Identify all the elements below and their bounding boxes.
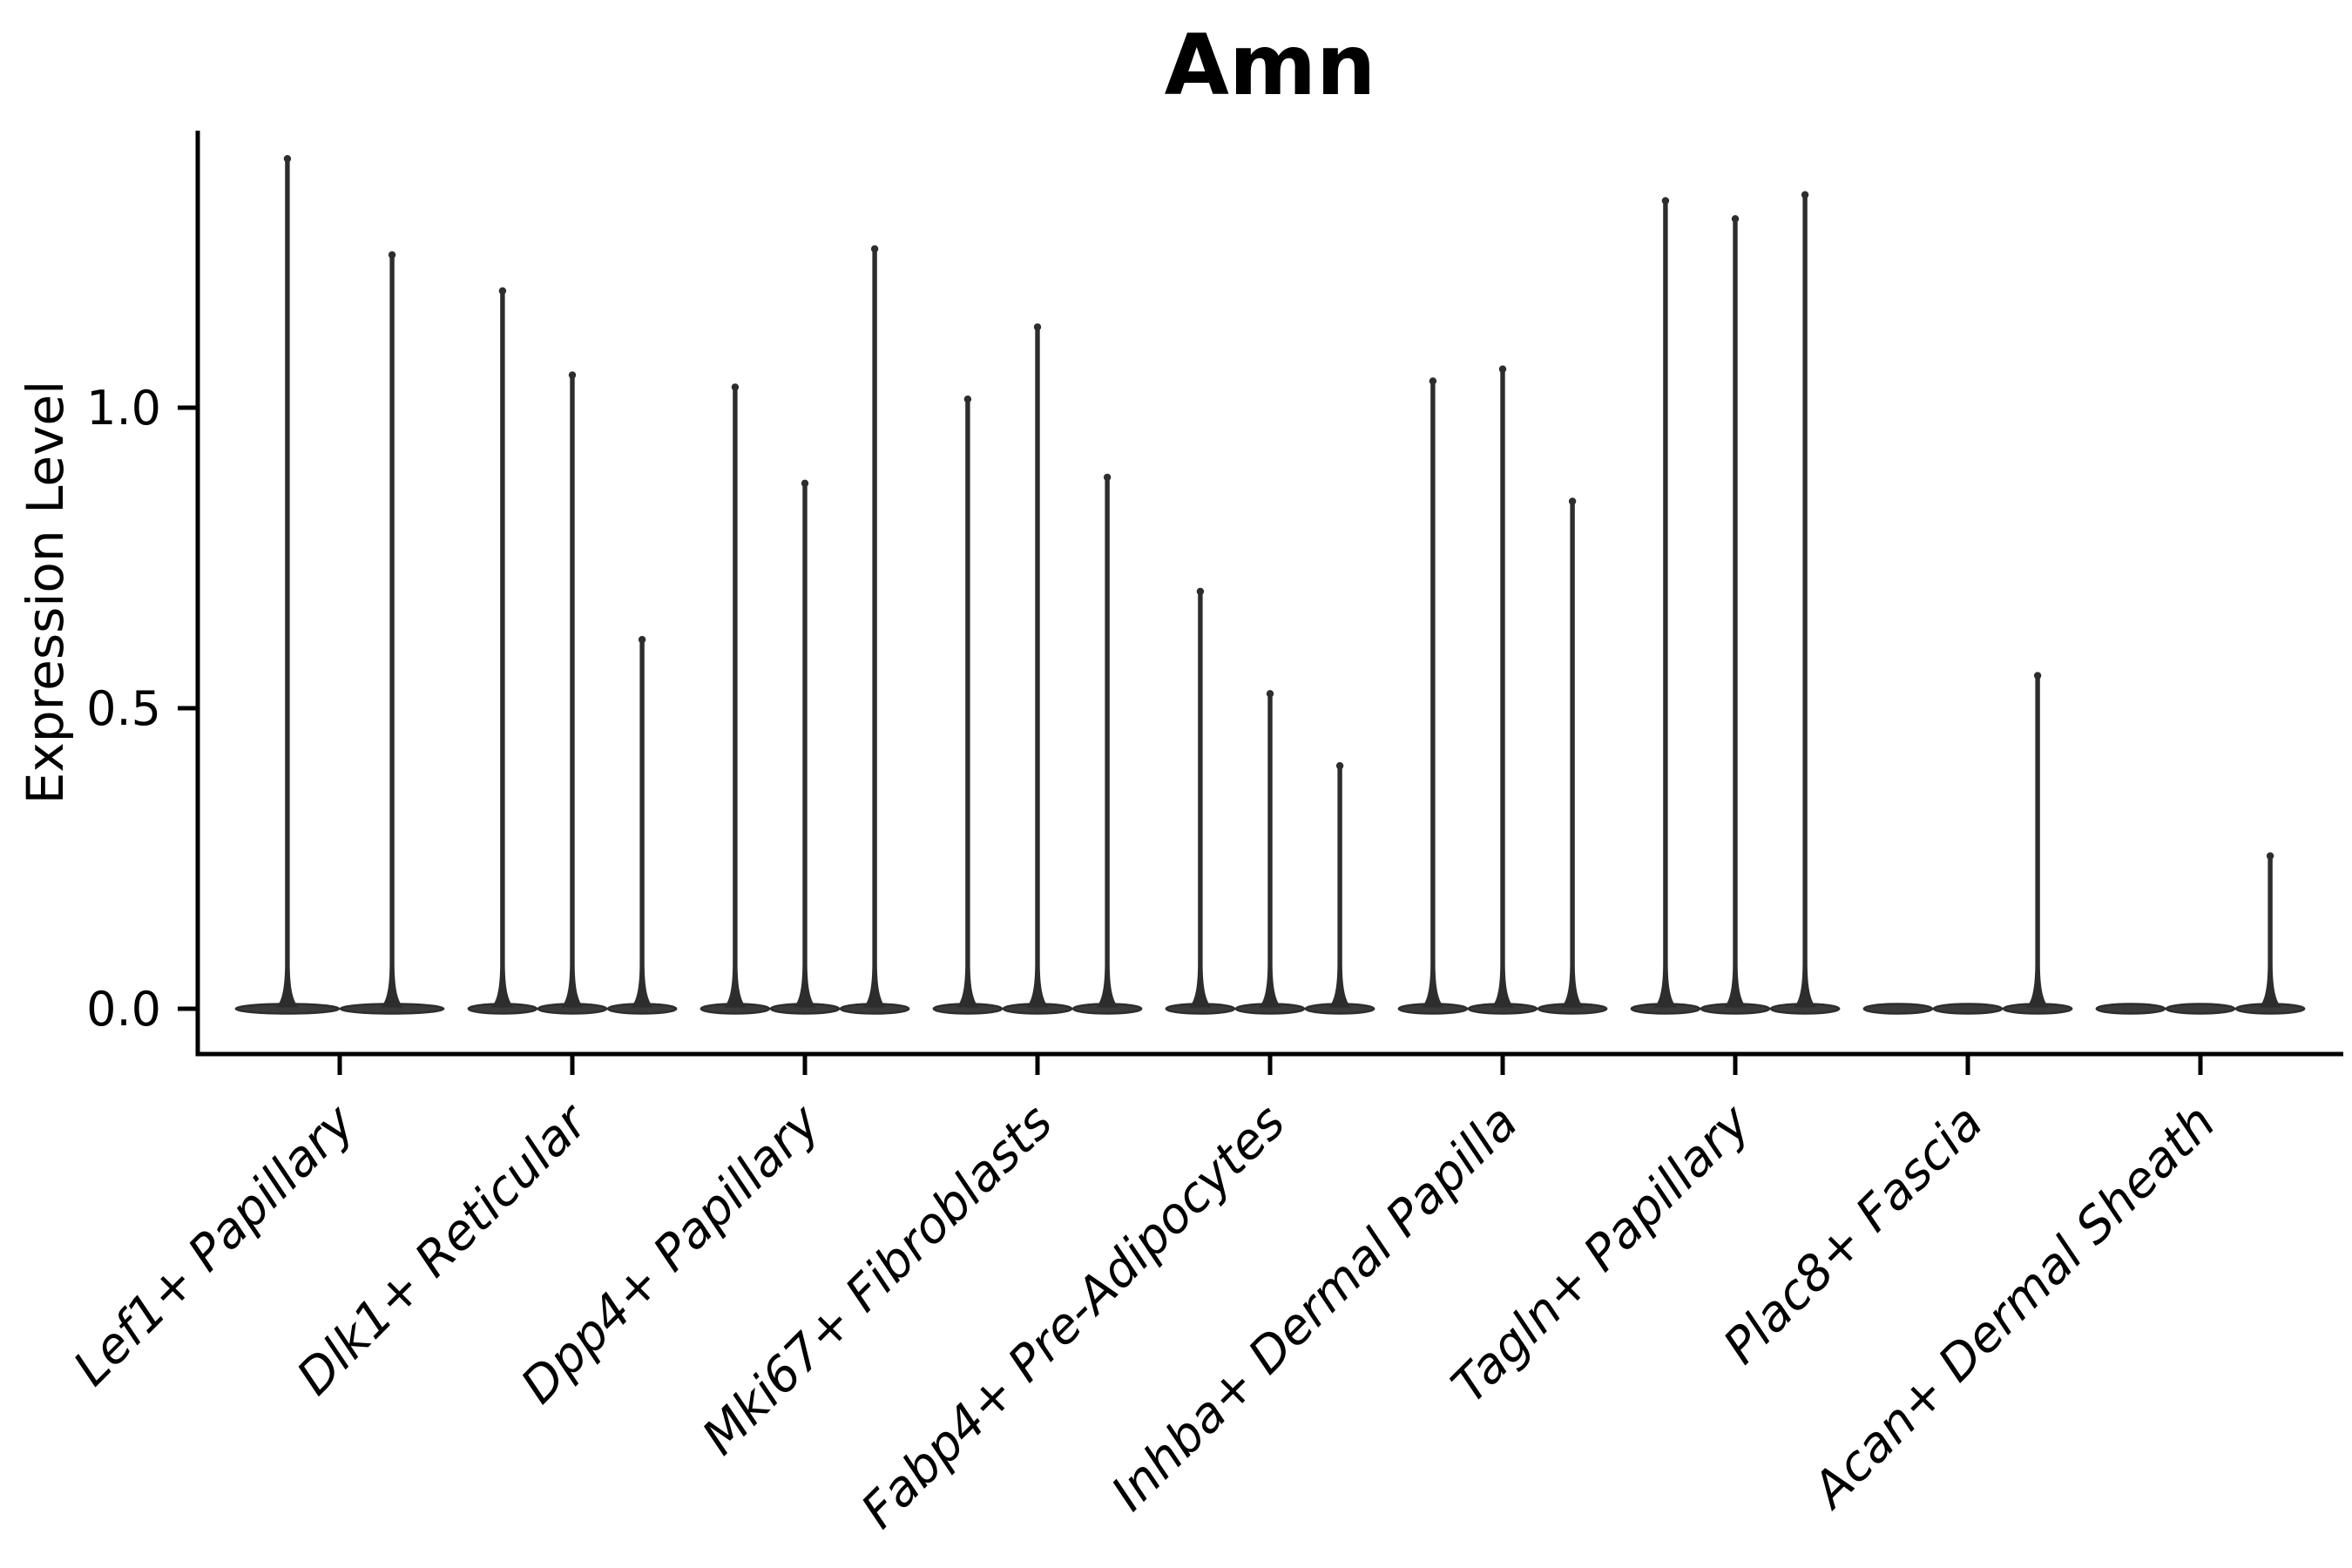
- violin-spike: [1096, 474, 1119, 1008]
- violin-spike-cap: [870, 245, 879, 253]
- y-tick-label: 0.5: [86, 681, 161, 736]
- violins-layer: [234, 155, 2306, 1015]
- axes-layer: [195, 131, 2343, 1057]
- violin-spike-cap: [1568, 497, 1577, 505]
- violin-spike-cap: [963, 395, 972, 403]
- violin-body: [1862, 1003, 1934, 1015]
- violin-spike: [723, 384, 747, 1008]
- violin-body: [2165, 1003, 2236, 1015]
- violin-spike-cap: [1196, 587, 1205, 596]
- violin-spike: [1188, 589, 1212, 1008]
- violin-spike-cap: [731, 383, 740, 391]
- violin-spike: [1653, 198, 1677, 1008]
- x-tick-label: Acan+ Dermal Sheath: [1801, 1094, 2227, 1520]
- violin-spike-cap: [1103, 473, 1112, 482]
- chart-title: Amn: [1165, 17, 1376, 114]
- violin-spike-cap: [2033, 672, 2042, 679]
- violin-body: [2095, 1003, 2166, 1015]
- y-tick-label: 1.0: [86, 381, 161, 436]
- axis-spines: [195, 131, 2343, 1057]
- violin-spike: [794, 480, 816, 1008]
- violin-spike: [956, 396, 979, 1008]
- violin-spike: [863, 246, 887, 1008]
- violin-spike-cap: [2266, 852, 2274, 860]
- violin-spike: [1026, 324, 1049, 1008]
- violin-spike: [490, 288, 514, 1008]
- violin-spike-cap: [1498, 365, 1507, 373]
- violin-spike: [1794, 192, 1817, 1008]
- x-tick-label: Inhba+ Dermal Papilla: [1101, 1094, 1529, 1522]
- violin-spike-cap: [498, 287, 507, 295]
- violin-spike-cap: [1335, 761, 1344, 770]
- violin-spike-cap: [638, 636, 646, 644]
- x-tick-label: Fabp4+ Pre-Adipocytes: [851, 1094, 1296, 1539]
- violin-spike: [561, 372, 584, 1008]
- violin-spike-cap: [1266, 690, 1274, 698]
- violin-spike: [275, 156, 299, 1008]
- violin-spike-cap: [1033, 323, 1042, 331]
- violin-spike-cap: [388, 251, 396, 259]
- violin-spike: [2026, 672, 2050, 1008]
- violin-spike: [631, 637, 654, 1008]
- violin-spike: [1561, 498, 1585, 1008]
- violin-spike-cap: [1731, 215, 1740, 223]
- violin-body: [1932, 1003, 2004, 1015]
- violin-spike-cap: [801, 479, 809, 487]
- violin-spike: [1724, 216, 1747, 1008]
- violin-spike-cap: [283, 155, 292, 163]
- violin-spike-cap: [1661, 197, 1670, 205]
- y-tick-label: 0.0: [86, 982, 161, 1037]
- violin-spike: [381, 252, 404, 1008]
- y-axis-label: Expression Level: [16, 381, 75, 804]
- violin-spike: [1328, 763, 1352, 1008]
- violin-spike-cap: [1429, 377, 1437, 385]
- violin-spike: [1259, 691, 1281, 1008]
- violin-spike-cap: [568, 371, 577, 379]
- violin-spike: [1421, 378, 1444, 1008]
- violin-spike: [2259, 853, 2282, 1008]
- violin-spike: [1491, 366, 1514, 1008]
- violin-spike-cap: [1801, 191, 1809, 199]
